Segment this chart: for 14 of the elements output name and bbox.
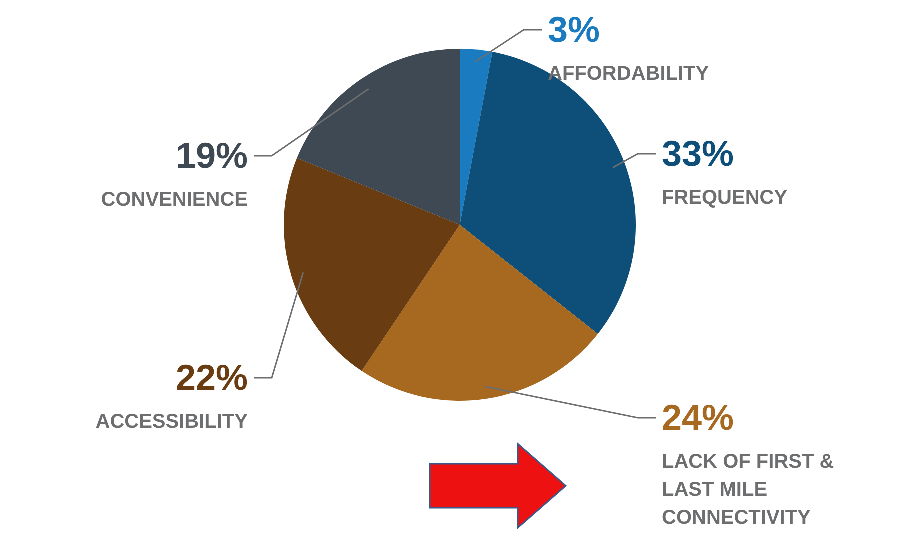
slice-label: FREQUENCY: [662, 187, 788, 209]
data-label: 19%: [176, 135, 248, 176]
pie-slice: [297, 49, 460, 225]
slice-label: LACK OF FIRST & LAST MILE CONNECTIVITY: [662, 451, 834, 529]
data-label: 24%: [662, 397, 734, 438]
data-label: 22%: [176, 357, 248, 398]
pie-slice: [460, 49, 493, 225]
pie-slice: [362, 225, 598, 401]
slice-label: ACCESSIBILITY: [96, 411, 249, 433]
slice-label: AFFORDABILITY: [548, 63, 710, 85]
data-label: 33%: [662, 133, 734, 174]
slice-label: CONVENIENCE: [101, 189, 248, 211]
pie-slice: [284, 158, 460, 372]
data-label: 3%: [548, 9, 600, 50]
